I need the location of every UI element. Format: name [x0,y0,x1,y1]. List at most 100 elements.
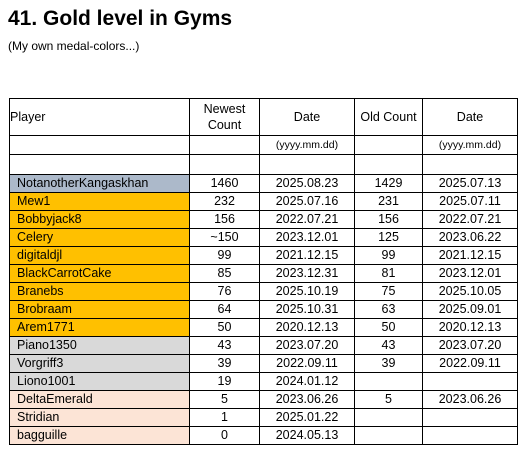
header-newest-count: Newest Count [189,98,260,136]
player-name-cell: Liono1001 [9,372,190,391]
empty-cell [9,154,190,175]
newest-count-cell: 1460 [189,174,260,193]
table-row: Mew1 232 2025.07.16 231 2025.07.11 [9,192,518,211]
old-date-cell [422,408,518,427]
table-row: bagguille 0 2024.05.13 [9,426,518,445]
old-count-cell: 43 [354,336,423,355]
old-date-cell: 2022.09.11 [422,354,518,373]
old-date-cell: 2025.09.01 [422,300,518,319]
old-count-cell: 81 [354,264,423,283]
old-count-cell: 99 [354,246,423,265]
old-date-cell [422,426,518,445]
newest-count-cell: 76 [189,282,260,301]
player-name-cell: DeltaEmerald [9,390,190,409]
player-name-cell: Branebs [9,282,190,301]
newest-count-cell: 1 [189,408,260,427]
empty-cell [422,154,518,175]
table-row: NotanotherKangaskhan 1460 2025.08.23 1429 20… [9,174,518,193]
table-row: Celery ~150 2023.12.01 125 2023.06.22 [9,228,518,247]
newest-date-cell: 2025.08.23 [259,174,355,193]
player-name-cell: Piano1350 [9,336,190,355]
player-name-cell: NotanotherKangaskhan [9,174,190,193]
table-row: Stridian 1 2025.01.22 [9,408,518,427]
newest-date-cell: 2025.01.22 [259,408,355,427]
newest-date-cell: 2023.12.31 [259,264,355,283]
table-row: Vorgriff3 39 2022.09.11 39 2022.09.11 [9,354,518,373]
blank-row [9,154,518,175]
page-subtitle: (My own medal-colors...) [8,39,140,53]
table-row: digitaldjl 99 2021.12.15 99 2021.12.15 [9,246,518,265]
player-name-cell: BlackCarrotCake [9,264,190,283]
player-name-cell: Bobbyjack8 [9,210,190,229]
player-name-cell: Mew1 [9,192,190,211]
old-date-cell: 2025.07.13 [422,174,518,193]
player-name-cell: Stridian [9,408,190,427]
newest-count-cell: 99 [189,246,260,265]
gold-gyms-table: Player Newest Count Date Old Count Date … [9,98,518,445]
player-name-cell: Vorgriff3 [9,354,190,373]
newest-count-cell: 39 [189,354,260,373]
old-count-cell: 231 [354,192,423,211]
old-date-format-label: (yyyy.mm.dd) [422,135,518,155]
old-date-cell: 2023.06.26 [422,390,518,409]
empty-cell [9,135,190,155]
old-count-cell: 125 [354,228,423,247]
old-date-cell: 2023.06.22 [422,228,518,247]
player-name-cell: Brobraam [9,300,190,319]
newest-count-cell: 43 [189,336,260,355]
old-date-cell: 2020.12.13 [422,318,518,337]
newest-date-cell: 2021.12.15 [259,246,355,265]
header-date: Date [259,98,355,136]
newest-date-cell: 2022.07.21 [259,210,355,229]
old-count-cell [354,372,423,391]
newest-count-cell: 85 [189,264,260,283]
old-count-cell: 50 [354,318,423,337]
page-title: 41. Gold level in Gyms [8,7,233,30]
newest-date-cell: 2024.01.12 [259,372,355,391]
empty-cell [189,135,260,155]
newest-date-cell: 2024.05.13 [259,426,355,445]
empty-cell [354,154,423,175]
player-name-cell: Arem1771 [9,318,190,337]
header-row: Player Newest Count Date Old Count Date [9,98,518,136]
old-date-cell: 2025.10.05 [422,282,518,301]
header-old-count: Old Count [354,98,423,136]
header-player: Player [9,98,190,136]
table-row: Branebs 76 2025.10.19 75 2025.10.05 [9,282,518,301]
old-count-cell: 156 [354,210,423,229]
empty-cell [189,154,260,175]
newest-date-cell: 2023.12.01 [259,228,355,247]
player-name-cell: Celery [9,228,190,247]
old-count-cell: 63 [354,300,423,319]
table-row: DeltaEmerald 5 2023.06.26 5 2023.06.26 [9,390,518,409]
table-row: Piano1350 43 2023.07.20 43 2023.07.20 [9,336,518,355]
old-count-cell: 1429 [354,174,423,193]
old-date-cell: 2025.07.11 [422,192,518,211]
old-count-cell: 75 [354,282,423,301]
date-format-label: (yyyy.mm.dd) [259,135,355,155]
table-row: Liono1001 19 2024.01.12 [9,372,518,391]
newest-count-cell: 19 [189,372,260,391]
newest-date-cell: 2022.09.11 [259,354,355,373]
newest-date-cell: 2023.07.20 [259,336,355,355]
date-format-row: (yyyy.mm.dd) (yyyy.mm.dd) [9,135,518,155]
newest-count-cell: 5 [189,390,260,409]
old-date-cell: 2023.07.20 [422,336,518,355]
old-date-cell [422,372,518,391]
newest-count-cell: ~150 [189,228,260,247]
old-count-cell [354,408,423,427]
newest-count-cell: 50 [189,318,260,337]
header-old-date: Date [422,98,518,136]
newest-date-cell: 2025.07.16 [259,192,355,211]
table-row: Bobbyjack8 156 2022.07.21 156 2022.07.21 [9,210,518,229]
table-row: BlackCarrotCake 85 2023.12.31 81 2023.12.01 [9,264,518,283]
old-count-cell: 5 [354,390,423,409]
old-date-cell: 2022.07.21 [422,210,518,229]
newest-date-cell: 2020.12.13 [259,318,355,337]
old-count-cell [354,426,423,445]
table-row: Brobraam 64 2025.10.31 63 2025.09.01 [9,300,518,319]
player-name-cell: digitaldjl [9,246,190,265]
empty-cell [259,154,355,175]
empty-cell [354,135,423,155]
newest-date-cell: 2025.10.31 [259,300,355,319]
